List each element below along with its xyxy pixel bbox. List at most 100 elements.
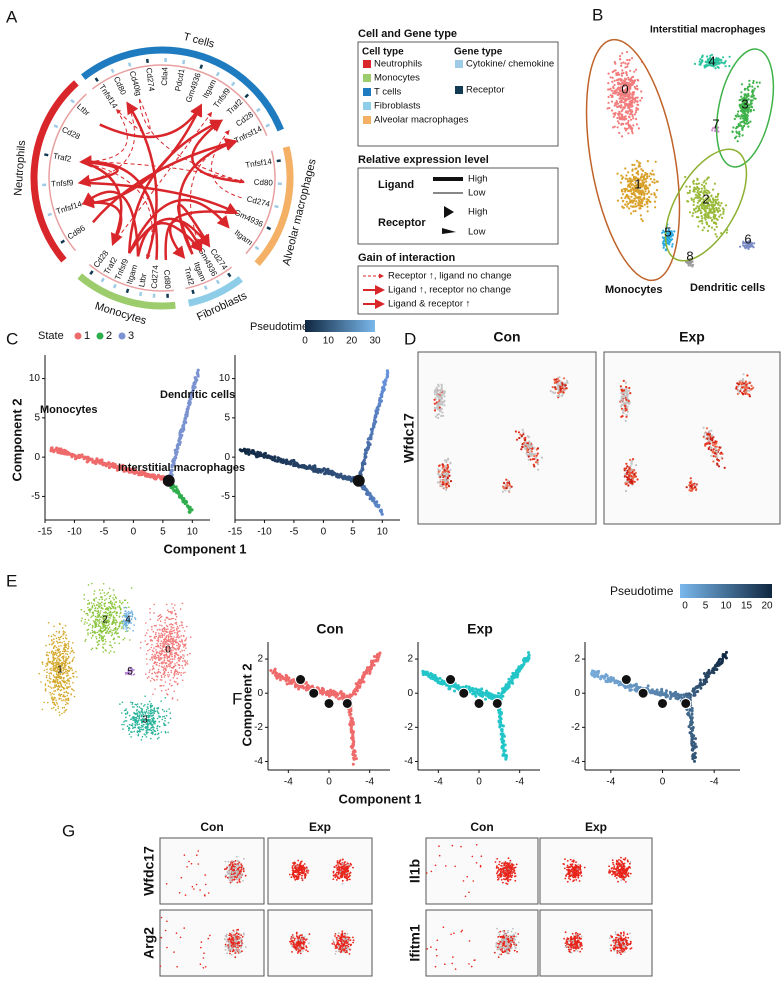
cell-point	[711, 60, 714, 64]
cell-point	[46, 651, 48, 654]
cell-point	[629, 85, 632, 88]
cell-point	[176, 644, 178, 647]
cell-point	[625, 414, 629, 417]
cell-point	[649, 177, 652, 181]
cell-point	[711, 439, 714, 442]
cell-point	[626, 50, 629, 54]
cell-point	[613, 79, 616, 82]
cell-point	[630, 130, 634, 133]
cell-point	[702, 198, 706, 201]
cell-point	[553, 378, 556, 381]
cell-point	[59, 677, 61, 680]
cell-point	[58, 685, 60, 687]
cell-point	[626, 465, 629, 468]
cell-point	[635, 177, 639, 180]
cell-point	[183, 655, 185, 657]
label: High	[468, 174, 488, 185]
cell-point	[617, 112, 620, 115]
cell-point	[440, 390, 443, 393]
cell-point	[140, 641, 142, 644]
cell-point	[709, 216, 712, 219]
cell-point	[744, 391, 747, 394]
cell-point	[434, 390, 437, 393]
y-tick-label: 0	[34, 452, 40, 463]
cell-point	[171, 642, 173, 645]
cell-point	[719, 452, 722, 455]
cell-point	[636, 100, 639, 103]
cell-point	[181, 649, 183, 652]
cell-point	[712, 200, 715, 204]
cell-point	[181, 425, 185, 429]
cell-point	[170, 671, 173, 674]
y-tick-label: 0	[224, 452, 230, 463]
cell-point	[174, 668, 177, 671]
cell-point	[613, 113, 617, 116]
cell-point	[118, 626, 121, 628]
cell-point	[514, 430, 518, 433]
cell-point	[149, 658, 151, 661]
cell-point	[627, 110, 630, 113]
cell-point	[186, 662, 188, 664]
cell-point	[713, 228, 716, 231]
legend-box	[357, 167, 559, 245]
cell-point	[174, 618, 177, 621]
cell-point	[738, 123, 741, 126]
cell-point	[616, 126, 619, 129]
cell-point	[631, 94, 634, 97]
cell-point	[118, 624, 121, 626]
cell-point	[160, 634, 162, 637]
cell-point	[50, 694, 52, 696]
cell-point	[144, 704, 146, 706]
cell-point	[60, 689, 63, 691]
cell-point	[694, 193, 698, 196]
cell-point	[179, 625, 181, 627]
cell-point	[66, 648, 69, 650]
y-tick-label: 5	[224, 412, 230, 423]
cell-point	[625, 90, 628, 93]
cell-point	[670, 230, 673, 233]
cell-point	[134, 703, 136, 706]
cell-point	[56, 657, 59, 659]
cell-point	[623, 187, 626, 191]
cell-point	[72, 672, 75, 674]
cell-point	[624, 62, 627, 65]
label: Receptor	[378, 217, 426, 229]
cell-point	[62, 630, 65, 632]
cell-point	[625, 95, 628, 98]
cell-point	[446, 467, 449, 470]
cell-point	[120, 608, 122, 611]
cell-point	[177, 648, 180, 651]
cell-point	[93, 603, 95, 605]
cell-point	[641, 205, 644, 208]
cell-point	[745, 100, 748, 103]
cell-point	[625, 71, 628, 74]
label: T cells	[374, 87, 402, 98]
cell-point	[176, 632, 179, 635]
cell-point	[62, 699, 65, 701]
cell-point	[102, 643, 104, 646]
cell-point	[158, 656, 160, 659]
cell-point	[643, 203, 647, 206]
cell-point	[118, 642, 121, 645]
cell-point	[359, 470, 363, 474]
cell-point	[177, 654, 179, 656]
cell-point	[112, 589, 115, 591]
cell-point	[750, 244, 753, 247]
cell-point	[439, 478, 442, 481]
gene-label: Cd28	[234, 110, 255, 129]
cell-point	[716, 65, 719, 68]
cell-point	[627, 183, 630, 186]
cell-point	[99, 630, 102, 633]
cell-point	[115, 612, 117, 615]
cell-point	[720, 202, 723, 205]
cell-point	[703, 193, 706, 196]
cell-point	[638, 199, 641, 202]
cell-point	[164, 668, 167, 671]
cell-point	[756, 85, 760, 88]
cell-point	[48, 672, 51, 675]
cell-point	[158, 671, 160, 673]
cell-point	[691, 214, 694, 217]
cell-point	[161, 649, 163, 652]
cell-point	[701, 217, 704, 220]
cell-point	[98, 614, 101, 617]
